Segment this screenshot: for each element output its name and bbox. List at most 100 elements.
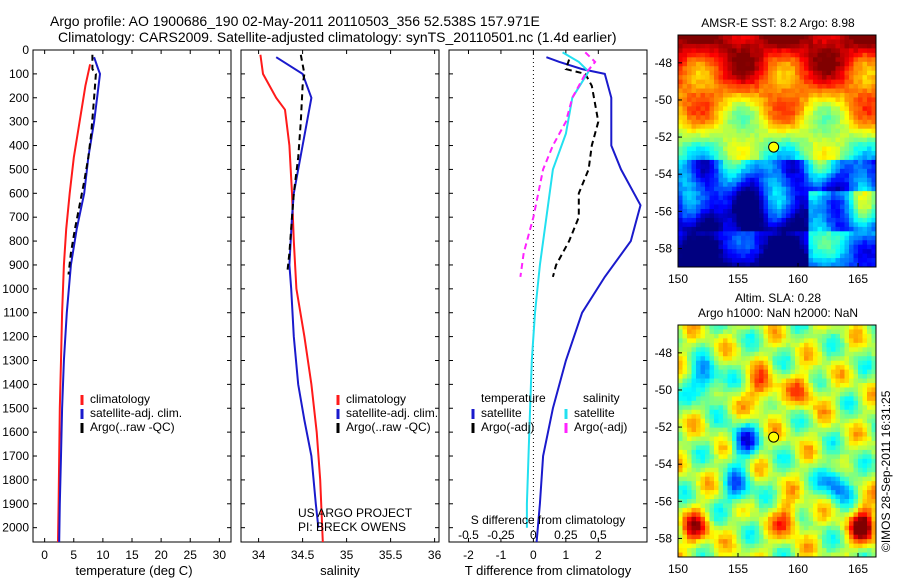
map-cell [822, 378, 827, 384]
map-cell [867, 521, 872, 527]
map-cell [714, 200, 719, 206]
map-cell [853, 57, 859, 63]
map-cell [813, 119, 818, 125]
map-cell [736, 347, 742, 353]
map-cell [768, 43, 773, 49]
map-cell [790, 35, 796, 40]
map-cell [790, 43, 796, 49]
map-cell [835, 240, 841, 246]
map-cell [804, 182, 809, 188]
map-cell [732, 387, 737, 393]
map-cell [844, 258, 850, 264]
map-cell [822, 356, 827, 362]
map-cell [759, 329, 764, 335]
map-cell [831, 391, 836, 397]
map-cell [795, 548, 800, 554]
map-cell [750, 512, 755, 518]
map-cell [840, 106, 845, 112]
map-cell [822, 106, 827, 112]
map-cell [750, 133, 755, 139]
map-cell [853, 333, 859, 339]
map-cell [777, 146, 782, 152]
map-cell [777, 39, 782, 45]
map-cell [727, 101, 733, 107]
map-cell [714, 115, 719, 121]
map-cell [795, 226, 800, 232]
map-cell [754, 226, 760, 232]
map-cell [799, 97, 805, 103]
map-cell [682, 552, 688, 558]
map-cell [750, 249, 755, 255]
map-cell [844, 66, 850, 72]
map-cell [804, 436, 809, 442]
map-cell [867, 360, 872, 366]
map-cell [691, 423, 697, 429]
map-cell [754, 365, 760, 371]
map-cell [745, 516, 751, 522]
map-cell [786, 262, 791, 268]
map-cell [831, 543, 836, 549]
map-cell [871, 414, 877, 420]
map-cell [831, 119, 836, 125]
map-cell [840, 93, 845, 98]
map-cell [795, 329, 800, 335]
map-cell [759, 503, 764, 509]
map-cell [826, 387, 832, 393]
map-cell [714, 128, 719, 134]
map-cell [727, 195, 733, 201]
map-cell [799, 360, 805, 366]
map-cell [750, 481, 755, 487]
x-tick-label: 15 [125, 548, 139, 562]
map-cell [714, 539, 719, 545]
map-cell [745, 52, 751, 58]
map-cell [804, 249, 809, 255]
map-cell [732, 88, 737, 94]
map-cell [867, 244, 872, 250]
map-cell [714, 253, 719, 259]
map-cell [709, 512, 715, 518]
map-cell [781, 494, 787, 500]
map-cell [763, 106, 769, 112]
map-cell [763, 534, 769, 540]
map-cell [705, 61, 710, 67]
map-cell [741, 101, 746, 107]
map-cell [705, 369, 710, 375]
map-cell [718, 159, 724, 165]
map-cell [727, 490, 733, 496]
map-cell [831, 333, 836, 339]
map-cell [813, 204, 818, 210]
map-cell [817, 231, 823, 237]
map-cell [804, 106, 809, 112]
map-cell [768, 106, 773, 112]
map-cell [777, 525, 782, 531]
map-cell [709, 405, 715, 411]
map-cell [705, 374, 710, 380]
map-cell [741, 356, 746, 362]
map-cell [831, 525, 836, 531]
map-cell [736, 432, 742, 438]
map-cell [871, 458, 877, 464]
map-cell [700, 177, 706, 183]
map-cell [705, 182, 710, 188]
map-cell [853, 391, 859, 397]
map-cell [826, 525, 832, 531]
map-cell [691, 191, 697, 197]
map-cell [754, 262, 760, 268]
map-cell [853, 115, 859, 121]
map-cell [835, 186, 841, 192]
map-cell [723, 445, 728, 451]
map-cell [790, 151, 796, 156]
map-cell [678, 427, 683, 433]
map-cell [786, 342, 791, 348]
map-cell [736, 476, 742, 482]
map-cell [835, 374, 841, 380]
map-cell [781, 441, 787, 446]
map-cell [718, 467, 724, 473]
map-cell [727, 173, 733, 179]
map-cell [799, 530, 805, 536]
map-cell [723, 209, 728, 214]
map-cell [844, 168, 850, 174]
map-cell [840, 97, 845, 103]
map-cell [768, 79, 773, 85]
map-cell [763, 441, 769, 446]
